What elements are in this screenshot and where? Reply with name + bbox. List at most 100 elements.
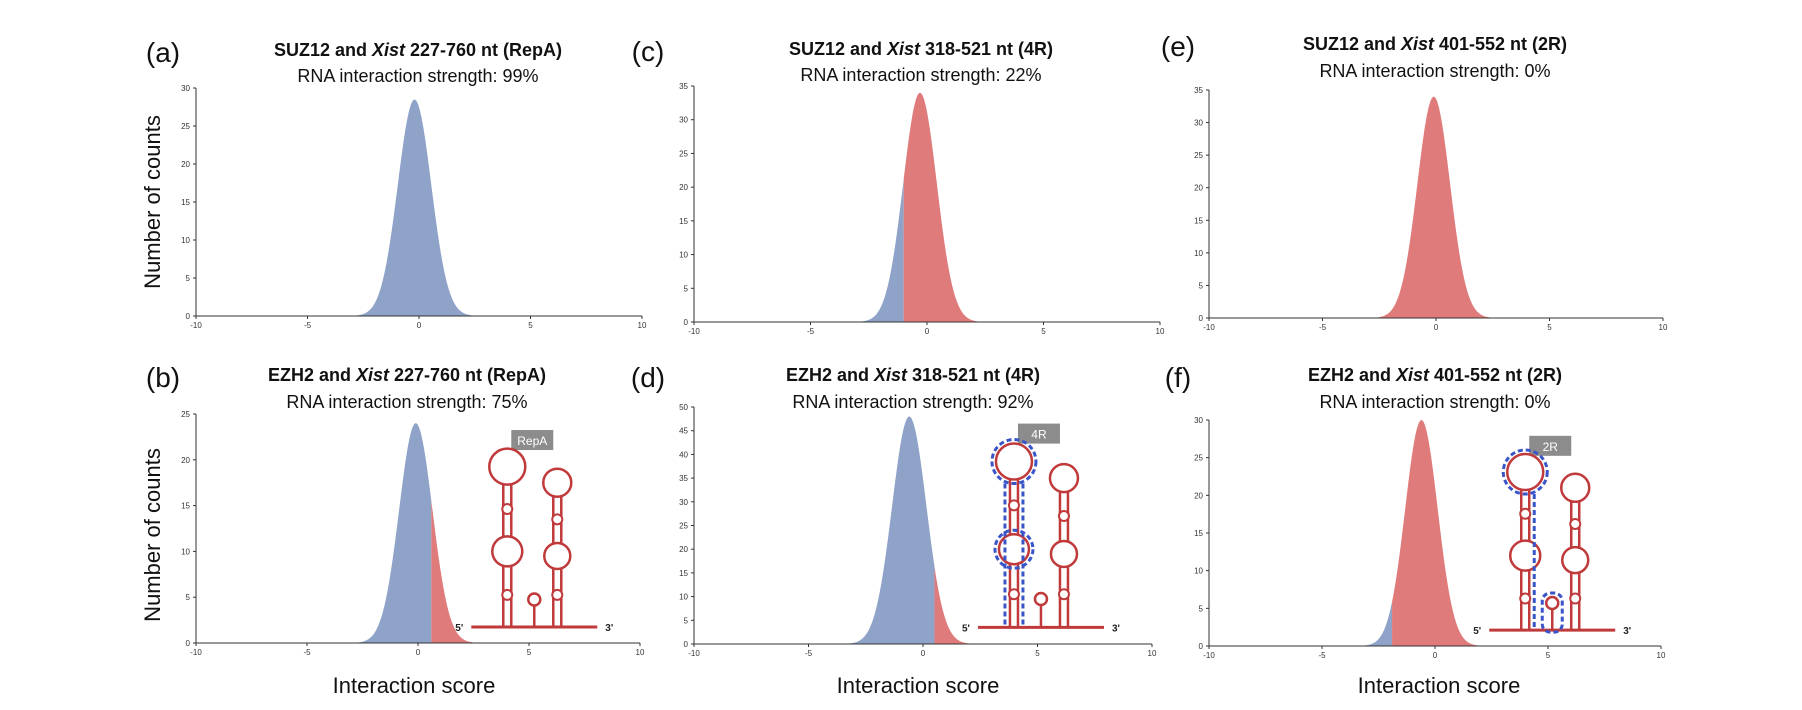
x-tick-label: 5 [1547,323,1552,332]
x-tick-label: -5 [303,648,311,657]
left-top-loop [1505,452,1545,492]
panel-letter: (f) [1165,362,1191,393]
left-middle-loop [1508,539,1542,572]
panel-subtitle: RNA interaction strength: 99% [297,66,538,86]
structure-label-box [1529,435,1572,456]
y-tick-label: 20 [1194,491,1203,500]
y-tick-label: 0 [1199,642,1204,651]
x-tick-label: 5 [527,648,532,657]
panels: (a) SUZ12 and Xist 227-760 nt (RepA) RNA i… [146,31,1668,660]
panel-letter: (c) [632,36,665,67]
title-gene: Xist [1400,34,1435,54]
y-tick-label: 15 [181,198,190,207]
left-top-loop [488,447,527,486]
panel-subtitle: RNA interaction strength: 75% [286,392,527,412]
panel-title: EZH2 and Xist 401-552 nt (2R) [1308,365,1562,385]
y-tick-label: 10 [181,236,190,245]
right-lower-bulge [1057,588,1070,601]
panel-title: SUZ12 and Xist 401-552 nt (2R) [1303,34,1567,54]
y-tick-label: 35 [1194,86,1203,95]
left-middle-loop [491,535,524,568]
y-tick-label: 5 [684,616,689,625]
y-tick-label: 15 [1194,529,1203,538]
highlight-left-top [1501,448,1549,496]
x-tick-label: 10 [1659,323,1668,332]
y-tick-label: 35 [679,82,688,91]
title-gene: Xist [873,365,908,385]
five-prime-label: 5' [962,623,970,634]
y-tick-label: 10 [679,251,688,260]
panel-a: (a) SUZ12 and Xist 227-760 nt (RepA) RNA i… [146,37,647,330]
title-range: 401-552 nt (2R) [1434,34,1567,54]
y-tick-label: 5 [1199,604,1204,613]
y-tick-label: 25 [679,522,688,531]
five-prime-label: 5' [455,623,463,634]
y-tick-label: 15 [679,217,688,226]
panel-b: (b) EZH2 and Xist 227-760 nt (RepA) RNA in… [146,362,645,657]
title-protein: SUZ12 and [1303,34,1401,54]
y-tick-label: 0 [186,312,191,321]
structure-label: 2R [1543,440,1559,454]
three-prime-label: 3' [1623,626,1631,637]
title-protein: EZH2 and [1308,365,1396,385]
title-protein: EZH2 and [268,365,356,385]
right-bulge [551,513,564,526]
title-range: 227-760 nt (RepA) [389,365,546,385]
panel-subtitle: RNA interaction strength: 0% [1319,392,1550,412]
three-prime-label: 3' [1112,623,1120,634]
rna-structure-repa: RepA 5' 3' [455,430,613,634]
x-tick-label: -10 [688,649,700,658]
left-lower-bulge [501,588,514,601]
y-tick-label: 10 [181,547,190,556]
x-tick-label: -5 [807,327,815,336]
panel-title: EZH2 and Xist 318-521 nt (4R) [786,365,1040,385]
y-tick-label: 0 [684,318,689,327]
left-top-loop [994,442,1034,481]
xlabel-col2: Interaction score [837,673,1000,698]
structure-label: 4R [1031,428,1047,442]
x-tick-label: 5 [1041,327,1046,336]
left-lower-bulge [1519,592,1532,605]
y-tick-label: 0 [186,639,191,648]
title-gene: Xist [371,40,406,60]
distribution-area-red [934,566,982,644]
right-middle-loop [1560,545,1590,575]
structure-label-box [511,430,554,451]
y-tick-label: 50 [679,403,688,412]
y-tick-label: 5 [1199,281,1204,290]
small-loop [1544,595,1560,611]
y-tick-label: 10 [679,593,688,602]
distribution-area-blue [1353,601,1393,646]
panel-subtitle: RNA interaction strength: 0% [1319,61,1550,81]
y-tick-label: 30 [1194,119,1203,128]
panel-title: EZH2 and Xist 227-760 nt (RepA) [268,365,546,385]
x-tick-label: 10 [1156,327,1165,336]
y-tick-label: 35 [679,474,688,483]
panel-title: SUZ12 and Xist 227-760 nt (RepA) [274,40,562,60]
y-tick-label: 25 [1194,151,1203,160]
highlight-left-bottom [993,528,1035,570]
title-protein: EZH2 and [786,365,874,385]
x-tick-label: 0 [1433,651,1438,660]
right-middle-loop [1049,539,1079,569]
distribution-area-blue [849,179,904,322]
y-tick-label: 25 [181,410,190,419]
right-bulge [1057,510,1070,523]
x-tick-label: -10 [688,327,700,336]
title-gene: Xist [355,365,390,385]
distribution-area-blue [344,99,485,317]
panel-letter: (b) [146,362,180,393]
title-range: 318-521 nt (4R) [907,365,1040,385]
panel-subtitle: RNA interaction strength: 92% [792,392,1033,412]
y-tick-label: 20 [679,183,688,192]
y-tick-label: 0 [1199,314,1204,323]
structure-label: RepA [517,434,547,448]
right-top-loop [542,467,573,498]
panel-d: (d) EZH2 and Xist 318-521 nt (4R) RNA inte… [631,362,1157,658]
y-tick-label: 30 [181,84,190,93]
structure-label-box [1017,423,1060,444]
distribution-area-blue [345,423,432,643]
panel-c: (c) SUZ12 and Xist 318-521 nt (4R) RNA int… [632,36,1165,336]
ylabel-top: Number of counts [140,115,165,289]
y-tick-label: 25 [679,149,688,158]
